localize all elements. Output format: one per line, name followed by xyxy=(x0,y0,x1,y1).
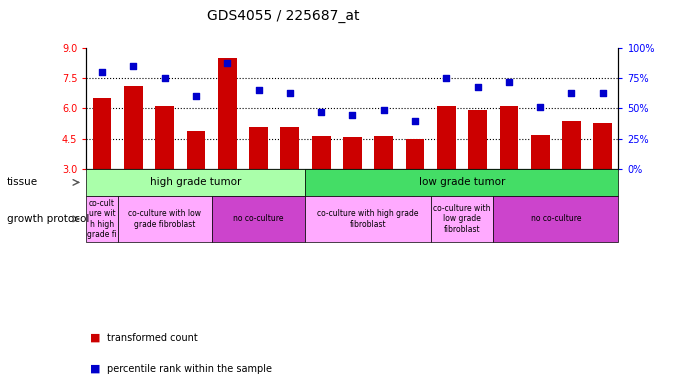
Bar xyxy=(93,98,111,169)
Point xyxy=(535,104,546,110)
Bar xyxy=(155,106,174,169)
Bar xyxy=(124,86,143,169)
Text: co-culture with low
grade fibroblast: co-culture with low grade fibroblast xyxy=(128,209,201,228)
Bar xyxy=(531,135,549,169)
Point xyxy=(503,79,514,85)
Bar xyxy=(312,136,330,169)
Text: tissue: tissue xyxy=(7,177,38,187)
Text: co-culture with high grade
fibroblast: co-culture with high grade fibroblast xyxy=(317,209,419,228)
Bar xyxy=(500,106,518,169)
Text: GDS4055 / 225687_at: GDS4055 / 225687_at xyxy=(207,9,360,23)
Bar xyxy=(249,127,268,169)
Text: transformed count: transformed count xyxy=(107,333,198,343)
Text: ■: ■ xyxy=(90,333,100,343)
Point xyxy=(378,107,389,113)
Text: low grade tumor: low grade tumor xyxy=(419,177,505,187)
Point xyxy=(410,118,421,124)
Bar xyxy=(437,106,455,169)
Bar xyxy=(468,111,487,169)
Text: co-cult
ure wit
h high
grade fi: co-cult ure wit h high grade fi xyxy=(87,199,117,239)
Point xyxy=(566,90,577,96)
Point xyxy=(159,75,170,81)
Text: co-culture with
low grade
fibroblast: co-culture with low grade fibroblast xyxy=(433,204,491,234)
Point xyxy=(347,111,358,118)
Point xyxy=(128,63,139,69)
Point xyxy=(253,87,264,93)
Bar xyxy=(187,131,205,169)
Bar xyxy=(375,136,393,169)
Point xyxy=(597,90,608,96)
Text: ■: ■ xyxy=(90,364,100,374)
Point xyxy=(316,109,327,115)
Point xyxy=(472,84,483,90)
Bar xyxy=(594,122,612,169)
Point xyxy=(191,93,202,99)
Point xyxy=(284,90,295,96)
Bar xyxy=(343,137,362,169)
Bar xyxy=(406,139,424,169)
Bar xyxy=(281,127,299,169)
Point xyxy=(97,69,108,75)
Text: high grade tumor: high grade tumor xyxy=(150,177,242,187)
Text: no co-culture: no co-culture xyxy=(531,214,581,223)
Bar xyxy=(218,58,236,169)
Text: no co-culture: no co-culture xyxy=(234,214,284,223)
Text: growth protocol: growth protocol xyxy=(7,214,89,224)
Point xyxy=(441,75,452,81)
Point xyxy=(222,60,233,66)
Text: percentile rank within the sample: percentile rank within the sample xyxy=(107,364,272,374)
Bar xyxy=(562,121,581,169)
